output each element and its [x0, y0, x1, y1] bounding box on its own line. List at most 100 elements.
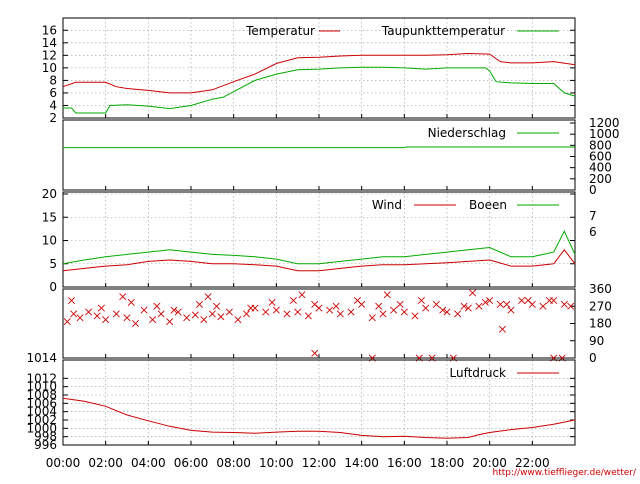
- scatter-point: [417, 296, 425, 305]
- scatter-point: [304, 312, 312, 320]
- scatter-point: [375, 302, 383, 310]
- scatter-point: [102, 316, 110, 324]
- scatter-point: [311, 349, 319, 357]
- scatter-point: [208, 310, 216, 318]
- scatter-point: [464, 304, 472, 312]
- scatter-point: [560, 300, 568, 308]
- y-tick-label: 998: [34, 430, 57, 444]
- scatter-point: [153, 302, 161, 310]
- scatter-point: [174, 308, 182, 316]
- y-tick-label: 6: [49, 86, 57, 100]
- y-tick-label-right: 6: [589, 225, 597, 239]
- y-tick-label: 180: [589, 317, 612, 331]
- x-tick-label: 06:00: [174, 456, 209, 470]
- scatter-point: [486, 296, 494, 305]
- legend-label: Temperatur: [245, 24, 315, 38]
- panel-frame: [62, 288, 576, 359]
- scatter-point: [127, 298, 135, 306]
- series-line-2: [63, 66, 576, 114]
- y-tick-label: 2: [49, 111, 57, 125]
- scatter-point: [347, 308, 355, 316]
- y-tick-label-right: 7: [589, 209, 597, 223]
- credit-link[interactable]: http://www.tiefflieger.de/wetter/: [493, 468, 637, 478]
- scatter-point: [166, 318, 174, 326]
- scatter-point: [411, 312, 419, 320]
- scatter-point: [454, 310, 462, 318]
- y-tick-label: 360: [589, 282, 612, 296]
- scatter-point: [524, 296, 532, 305]
- y-tick-label: 1002: [26, 413, 57, 427]
- scatter-point: [469, 289, 477, 297]
- scatter-point: [200, 316, 208, 324]
- scatter-point: [332, 302, 340, 310]
- scatter-point: [498, 325, 506, 333]
- scatter-point: [298, 291, 306, 299]
- scatter-point: [545, 296, 553, 305]
- scatter-point: [336, 310, 344, 318]
- x-tick-label: 10:00: [259, 456, 294, 470]
- y-tick-label: 1200: [589, 116, 620, 130]
- scatter-point: [432, 300, 440, 308]
- scatter-point: [112, 310, 120, 318]
- scatter-point: [475, 302, 483, 310]
- scatter-point: [283, 310, 291, 318]
- series-line-1: [63, 146, 575, 149]
- scatter-point: [149, 316, 157, 324]
- scatter-point: [507, 306, 515, 314]
- scatter-point: [140, 306, 148, 314]
- y-tick-label: 996: [34, 438, 57, 452]
- scatter-point: [294, 308, 302, 316]
- y-tick-label: 14: [42, 36, 57, 50]
- y-tick-label: 270: [589, 299, 612, 313]
- scatter-point: [85, 308, 93, 316]
- scatter-point: [76, 314, 84, 322]
- scatter-point: [289, 296, 297, 305]
- scatter-point: [225, 308, 233, 316]
- scatter-point: [268, 298, 276, 306]
- scatter-point: [213, 302, 221, 310]
- scatter-point: [422, 304, 430, 312]
- y-tick-label: 5: [49, 257, 57, 271]
- x-tick-label: 18:00: [430, 456, 465, 470]
- scatter-point: [353, 296, 361, 305]
- scatter-point: [443, 308, 451, 316]
- scatter-point: [439, 306, 447, 314]
- scatter-point: [311, 300, 319, 308]
- y-tick-label: 0: [589, 351, 597, 365]
- y-tick-label: 8: [49, 73, 57, 87]
- x-tick-label: 12:00: [302, 456, 337, 470]
- scatter-point: [63, 318, 71, 326]
- x-tick-label: 00:00: [46, 456, 81, 470]
- scatter-point: [503, 300, 511, 308]
- scatter-point: [400, 308, 408, 316]
- y-tick-label: 12: [42, 48, 57, 62]
- scatter-point: [396, 300, 404, 308]
- scatter-point: [460, 302, 468, 310]
- scatter-point: [183, 314, 191, 322]
- y-tick-label: 1004: [26, 405, 57, 419]
- scatter-point: [390, 306, 398, 314]
- scatter-point: [518, 296, 526, 305]
- scatter-point: [383, 291, 391, 299]
- y-tick-label-left: 1014: [26, 351, 57, 365]
- x-axis: 00:00 02:00 04:00 06:00 08:00 10:00 12:00 14:00…: [46, 114, 550, 470]
- x-tick-label: 22:00: [515, 456, 550, 470]
- legend-label: Wind: [372, 198, 402, 212]
- y-tick-label: 1010: [26, 380, 57, 394]
- y-tick-label: 0: [49, 280, 57, 294]
- scatter-point: [123, 314, 131, 322]
- y-tick-label: 16: [42, 23, 57, 37]
- scatter-point: [93, 312, 101, 320]
- legend-label: Taupunkttemperatur: [381, 24, 505, 38]
- x-tick-label: 14:00: [344, 456, 379, 470]
- scatter-point: [157, 310, 165, 318]
- scatter-point: [567, 302, 575, 310]
- y-tick-label: 800: [589, 138, 612, 152]
- y-tick-label: 600: [589, 150, 612, 164]
- scatter-point: [68, 296, 76, 305]
- scatter-point: [496, 300, 504, 308]
- series-line-1: [62, 52, 576, 94]
